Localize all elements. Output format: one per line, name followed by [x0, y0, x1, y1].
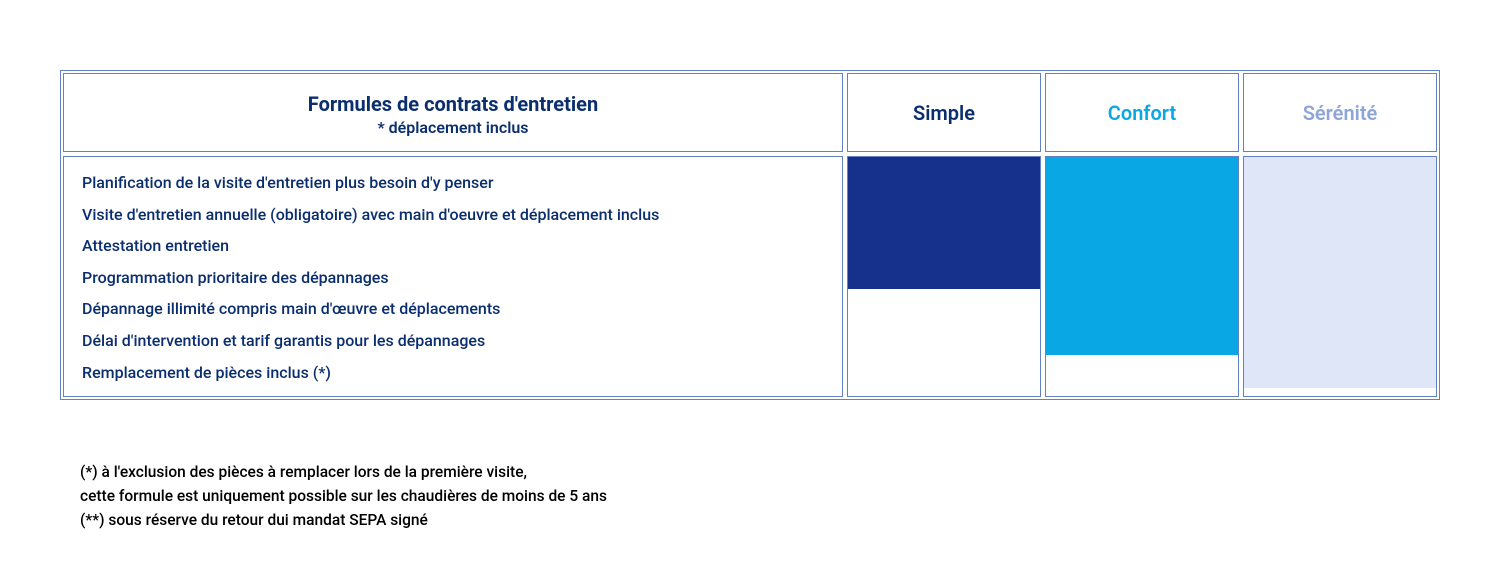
header-subtitle: * déplacement inclus — [74, 118, 832, 137]
footnotes: (*) à l'exclusion des pièces à remplacer… — [60, 460, 1440, 532]
features-cell: Planification de la visite d'entretien p… — [63, 156, 843, 397]
plan-label: Confort — [1108, 101, 1176, 125]
footnote-line: (**) sous réserve du retour dui mandat S… — [80, 508, 1440, 532]
table-body-row: Planification de la visite d'entretien p… — [61, 154, 1439, 399]
fill-simple — [848, 157, 1040, 289]
contract-table: Formules de contrats d'entretien * dépla… — [60, 70, 1440, 400]
plan-col-confort — [1045, 156, 1239, 397]
fill-serenite — [1244, 157, 1436, 388]
header-plan-serenite: Sérénité — [1243, 73, 1437, 152]
feature-item: Attestation entretien — [82, 230, 824, 262]
header-title: Formules de contrats d'entretien — [74, 92, 832, 116]
feature-item: Visite d'entretien annuelle (obligatoire… — [82, 199, 824, 231]
plan-col-simple — [847, 156, 1041, 397]
feature-item: Planification de la visite d'entretien p… — [82, 167, 824, 199]
feature-item: Délai d'intervention et tarif garantis p… — [82, 325, 824, 357]
plan-label: Simple — [913, 101, 975, 125]
feature-item: Remplacement de pièces inclus (*) — [82, 357, 824, 389]
feature-item: Programmation prioritaire des dépannages — [82, 262, 824, 294]
feature-list: Planification de la visite d'entretien p… — [64, 157, 842, 396]
fill-confort — [1046, 157, 1238, 355]
feature-item: Dépannage illimité compris main d'œuvre … — [82, 293, 824, 325]
table-header-row: Formules de contrats d'entretien * dépla… — [61, 71, 1439, 154]
footnote-line: (*) à l'exclusion des pièces à remplacer… — [80, 460, 1440, 484]
footnote-line: cette formule est uniquement possible su… — [80, 484, 1440, 508]
header-label-cell: Formules de contrats d'entretien * dépla… — [63, 73, 843, 152]
header-plan-confort: Confort — [1045, 73, 1239, 152]
plan-col-serenite — [1243, 156, 1437, 397]
header-plan-simple: Simple — [847, 73, 1041, 152]
plan-label: Sérénité — [1303, 101, 1378, 125]
